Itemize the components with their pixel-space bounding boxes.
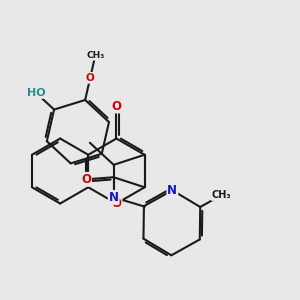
Text: CH₃: CH₃ (212, 190, 231, 200)
Text: N: N (109, 191, 119, 204)
Text: CH₃: CH₃ (86, 51, 104, 60)
Text: HO: HO (27, 88, 46, 98)
Text: O: O (86, 73, 94, 83)
Text: O: O (81, 173, 91, 186)
Text: O: O (111, 197, 122, 210)
Text: O: O (111, 100, 122, 112)
Text: N: N (167, 184, 177, 197)
